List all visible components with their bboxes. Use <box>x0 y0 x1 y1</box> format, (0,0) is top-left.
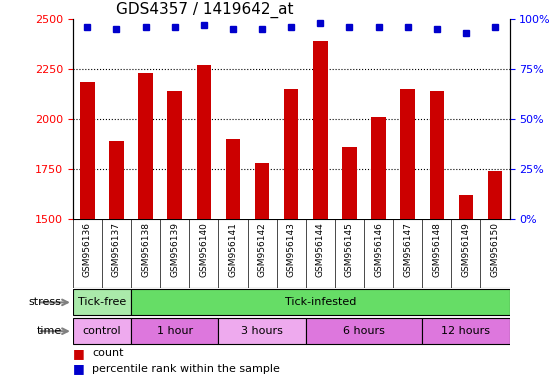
Bar <box>284 89 298 219</box>
Bar <box>459 195 473 219</box>
Text: GSM956137: GSM956137 <box>112 222 121 277</box>
Text: ■: ■ <box>73 347 85 360</box>
Text: GSM956146: GSM956146 <box>374 222 383 277</box>
Text: ■: ■ <box>73 362 85 375</box>
Text: GSM956150: GSM956150 <box>491 222 500 277</box>
Bar <box>167 91 182 219</box>
Bar <box>255 163 269 219</box>
Text: GSM956142: GSM956142 <box>258 222 267 277</box>
Text: GDS4357 / 1419642_at: GDS4357 / 1419642_at <box>116 2 294 18</box>
Bar <box>109 141 124 219</box>
Bar <box>430 91 444 219</box>
Text: 3 hours: 3 hours <box>241 326 283 336</box>
Bar <box>138 73 153 219</box>
Bar <box>342 147 357 219</box>
Text: stress: stress <box>29 297 62 308</box>
Bar <box>131 318 218 344</box>
Text: time: time <box>36 326 62 336</box>
Text: GSM956138: GSM956138 <box>141 222 150 277</box>
Text: GSM956145: GSM956145 <box>345 222 354 277</box>
Text: GSM956136: GSM956136 <box>83 222 92 277</box>
Bar <box>371 117 386 219</box>
Text: GSM956147: GSM956147 <box>403 222 412 277</box>
Text: percentile rank within the sample: percentile rank within the sample <box>92 364 280 374</box>
Text: Tick-infested: Tick-infested <box>284 297 356 307</box>
Bar <box>197 65 211 219</box>
Bar <box>218 318 306 344</box>
Text: Tick-free: Tick-free <box>78 297 126 307</box>
Bar <box>131 290 510 315</box>
Bar <box>73 290 131 315</box>
Bar <box>226 139 240 219</box>
Text: GSM956143: GSM956143 <box>287 222 296 277</box>
Bar <box>400 89 415 219</box>
Bar <box>306 318 422 344</box>
Bar <box>73 318 131 344</box>
Text: GSM956141: GSM956141 <box>228 222 237 277</box>
Text: 1 hour: 1 hour <box>157 326 193 336</box>
Bar <box>313 41 328 219</box>
Text: GSM956139: GSM956139 <box>170 222 179 277</box>
Text: GSM956149: GSM956149 <box>461 222 470 277</box>
Text: 12 hours: 12 hours <box>441 326 491 336</box>
Text: control: control <box>83 326 121 336</box>
Bar <box>80 82 95 219</box>
Bar <box>422 318 510 344</box>
Text: 6 hours: 6 hours <box>343 326 385 336</box>
Text: GSM956148: GSM956148 <box>432 222 441 277</box>
Bar <box>488 171 502 219</box>
Text: GSM956140: GSM956140 <box>199 222 208 277</box>
Text: GSM956144: GSM956144 <box>316 222 325 277</box>
Text: count: count <box>92 348 124 358</box>
